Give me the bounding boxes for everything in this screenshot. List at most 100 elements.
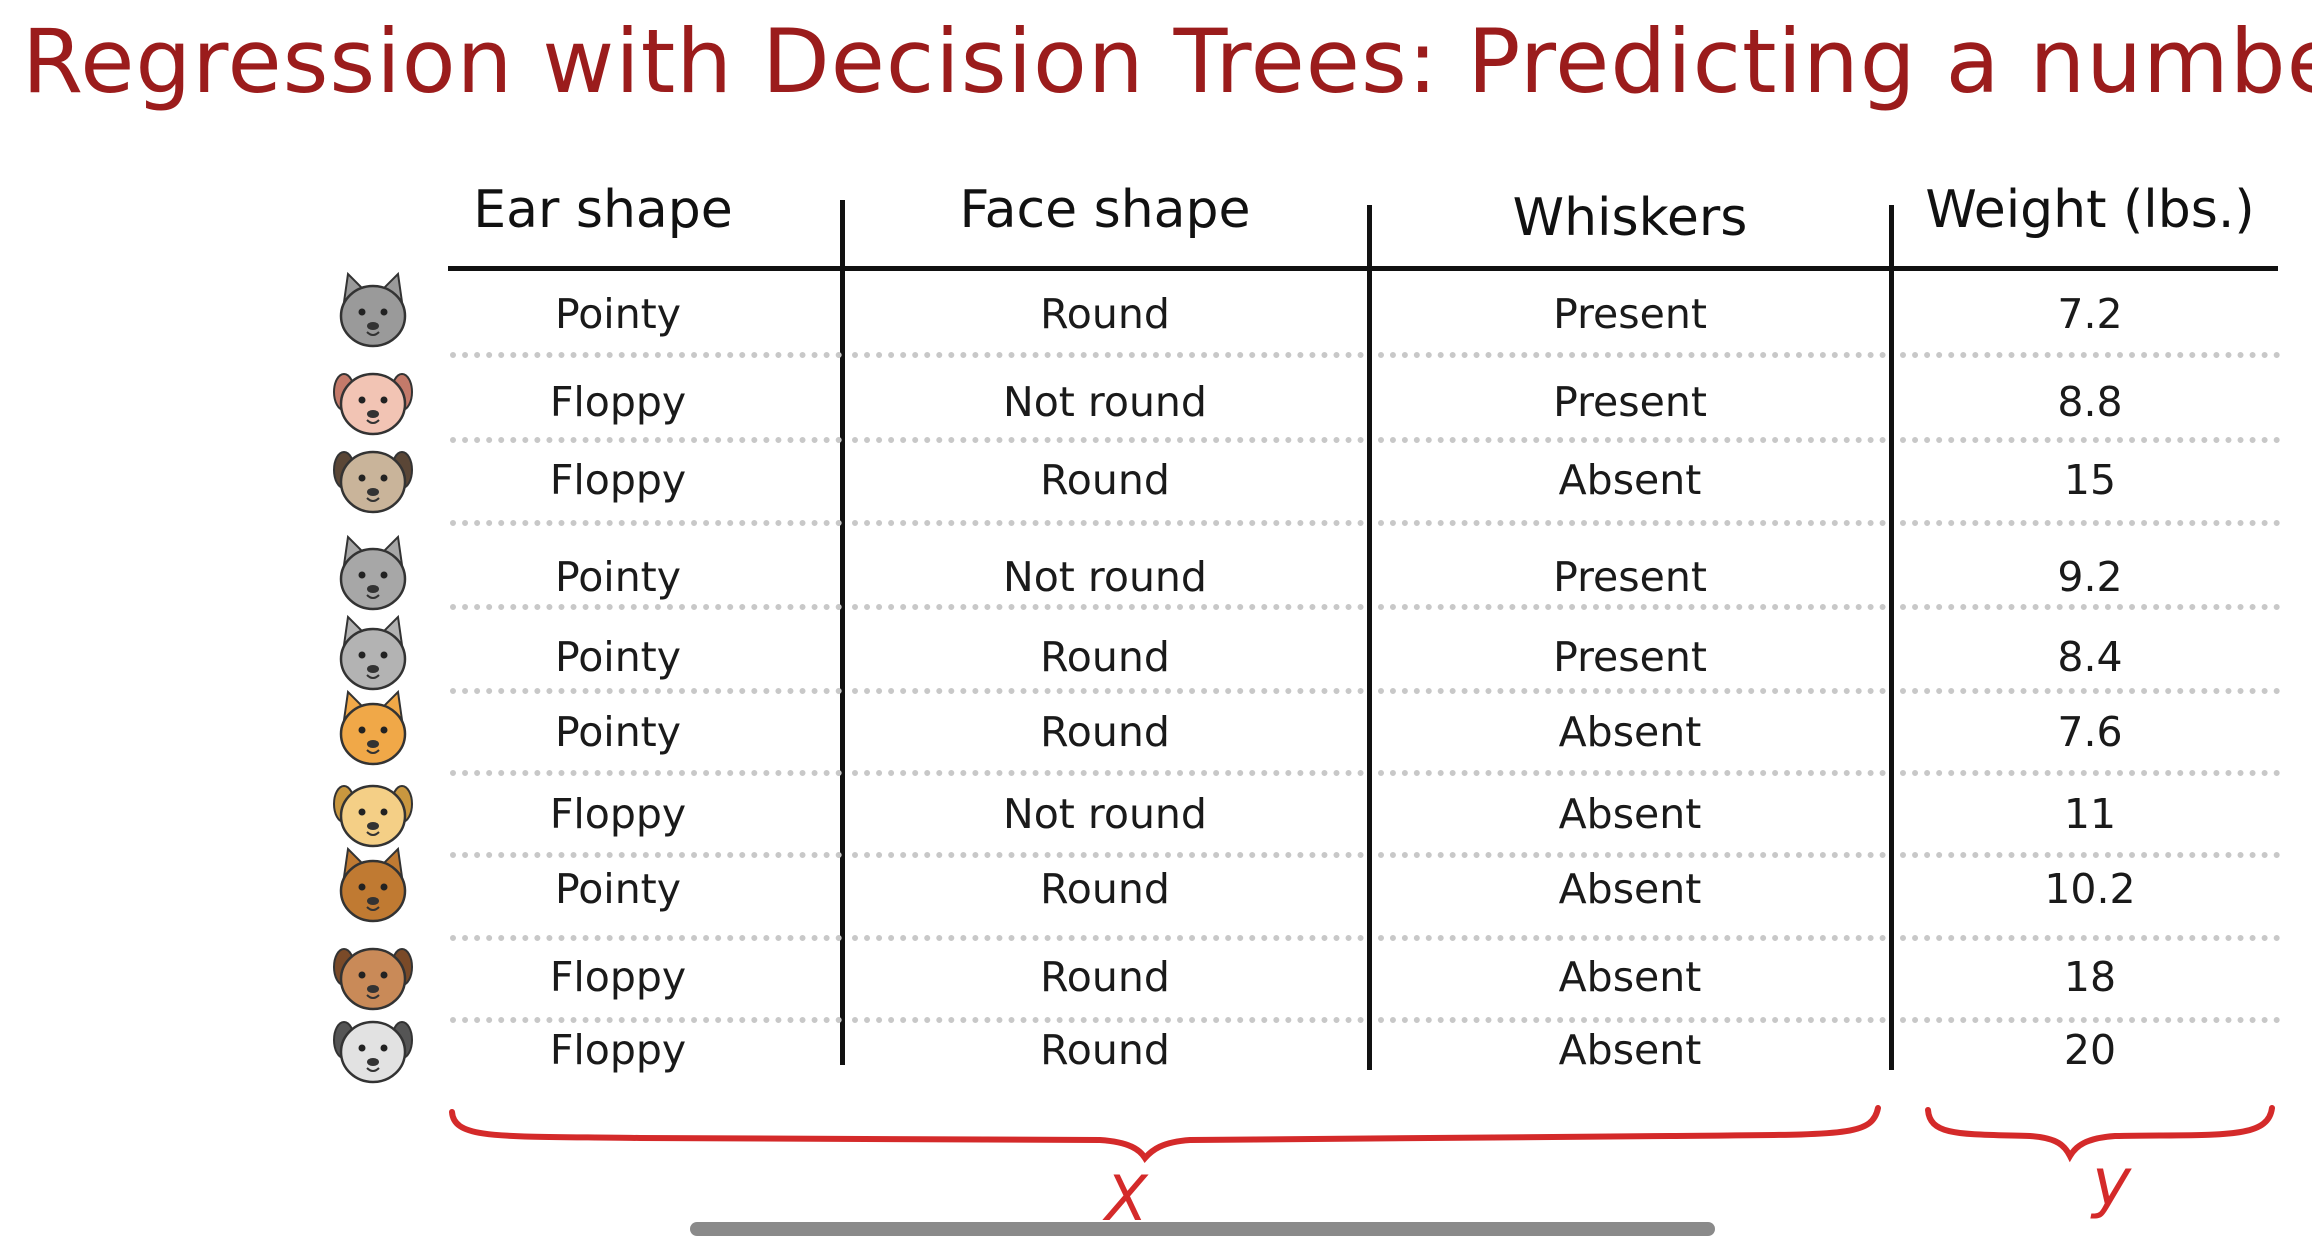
row-separator (1378, 604, 1886, 610)
row-separator (1900, 520, 2280, 526)
ear-shape-cell: Pointy (554, 865, 682, 913)
whiskers-cell: Absent (1558, 953, 1702, 1001)
whiskers-cell: Present (1553, 633, 1707, 681)
dog-yellow-icon (333, 784, 413, 848)
row-separator (1378, 688, 1886, 694)
face-shape-cell: Round (1040, 708, 1170, 756)
ear-shape-cell: Pointy (554, 708, 682, 756)
column-divider-3 (1889, 205, 1894, 1070)
weight-cell: 10.2 (2044, 865, 2136, 913)
row-separator (1900, 688, 2280, 694)
ear-shape-cell: Floppy (549, 378, 687, 426)
row-separator (852, 935, 1364, 941)
row-separator (1378, 770, 1886, 776)
weight-cell: 15 (2063, 456, 2117, 504)
weight-cell: 7.2 (2057, 290, 2123, 338)
weight-cell: 18 (2063, 953, 2117, 1001)
face-shape-cell: Not round (1003, 790, 1207, 838)
row-separator (450, 770, 842, 776)
header-ear-shape: Ear shape (473, 180, 733, 240)
cat-husky-icon (339, 534, 407, 611)
weight-cell: 20 (2063, 1026, 2117, 1074)
whiskers-cell: Absent (1558, 865, 1702, 913)
face-shape-cell: Not round (1003, 378, 1207, 426)
weight-cell: 8.4 (2057, 633, 2123, 681)
face-shape-cell: Round (1040, 290, 1170, 338)
row-separator (1378, 437, 1886, 443)
weight-cell: 7.6 (2057, 708, 2123, 756)
horizontal-scrollbar[interactable] (690, 1222, 1715, 1236)
dog-pug-icon (333, 450, 413, 514)
row-separator (450, 352, 842, 358)
weight-cell: 11 (2063, 790, 2117, 838)
row-separator (1378, 1017, 1886, 1023)
whiskers-cell: Absent (1558, 456, 1702, 504)
y-brace (1925, 1105, 2275, 1163)
header-whiskers: Whiskers (1512, 188, 1748, 248)
cat-brown-icon (339, 846, 407, 923)
ear-shape-cell: Floppy (549, 1026, 687, 1074)
row-separator (1900, 352, 2280, 358)
row-separator (1900, 1017, 2280, 1023)
whiskers-cell: Present (1553, 553, 1707, 601)
whiskers-cell: Present (1553, 290, 1707, 338)
row-separator (450, 604, 842, 610)
ear-shape-cell: Floppy (549, 790, 687, 838)
ear-shape-cell: Floppy (549, 456, 687, 504)
row-separator (852, 852, 1364, 858)
ear-shape-cell: Pointy (554, 633, 682, 681)
row-separator (450, 935, 842, 941)
row-separator (852, 352, 1364, 358)
dog-white-icon (333, 1020, 413, 1084)
row-separator (1900, 437, 2280, 443)
row-separator (1378, 852, 1886, 858)
row-separator (1378, 520, 1886, 526)
cat-gray-icon (339, 271, 407, 348)
row-separator (852, 437, 1364, 443)
row-separator (852, 688, 1364, 694)
whiskers-cell: Absent (1558, 790, 1702, 838)
face-shape-cell: Not round (1003, 553, 1207, 601)
ear-shape-cell: Pointy (554, 290, 682, 338)
face-shape-cell: Round (1040, 633, 1170, 681)
dog-pink-icon (333, 372, 413, 436)
whiskers-cell: Present (1553, 378, 1707, 426)
row-separator (450, 688, 842, 694)
x-label: X (1105, 1162, 1148, 1235)
row-separator (852, 604, 1364, 610)
row-separator (852, 520, 1364, 526)
row-separator (1900, 935, 2280, 941)
page-title: Regression with Decision Trees: Predicti… (22, 10, 2312, 113)
y-label: y (2092, 1144, 2132, 1221)
whiskers-cell: Absent (1558, 1026, 1702, 1074)
column-divider-1 (840, 200, 845, 1065)
row-separator (1378, 935, 1886, 941)
row-separator (450, 852, 842, 858)
row-separator (1900, 852, 2280, 858)
header-face-shape: Face shape (959, 180, 1251, 240)
ear-shape-cell: Floppy (549, 953, 687, 1001)
cat-gray-small-icon (339, 614, 407, 691)
row-separator (1900, 770, 2280, 776)
weight-cell: 9.2 (2057, 553, 2123, 601)
column-divider-2 (1367, 205, 1372, 1070)
face-shape-cell: Round (1040, 953, 1170, 1001)
face-shape-cell: Round (1040, 1026, 1170, 1074)
row-separator (1900, 604, 2280, 610)
ear-shape-cell: Pointy (554, 553, 682, 601)
face-shape-cell: Round (1040, 865, 1170, 913)
header-underline (448, 266, 2278, 271)
cat-orange-icon (339, 689, 407, 766)
row-separator (450, 520, 842, 526)
row-separator (1378, 352, 1886, 358)
x-brace (449, 1105, 1881, 1164)
header-weight: Weight (lbs.) (1925, 180, 2255, 240)
whiskers-cell: Absent (1558, 708, 1702, 756)
row-separator (852, 770, 1364, 776)
weight-cell: 8.8 (2057, 378, 2123, 426)
row-separator (450, 437, 842, 443)
row-separator (852, 1017, 1364, 1023)
dog-brown-icon (333, 947, 413, 1011)
face-shape-cell: Round (1040, 456, 1170, 504)
row-separator (450, 1017, 842, 1023)
